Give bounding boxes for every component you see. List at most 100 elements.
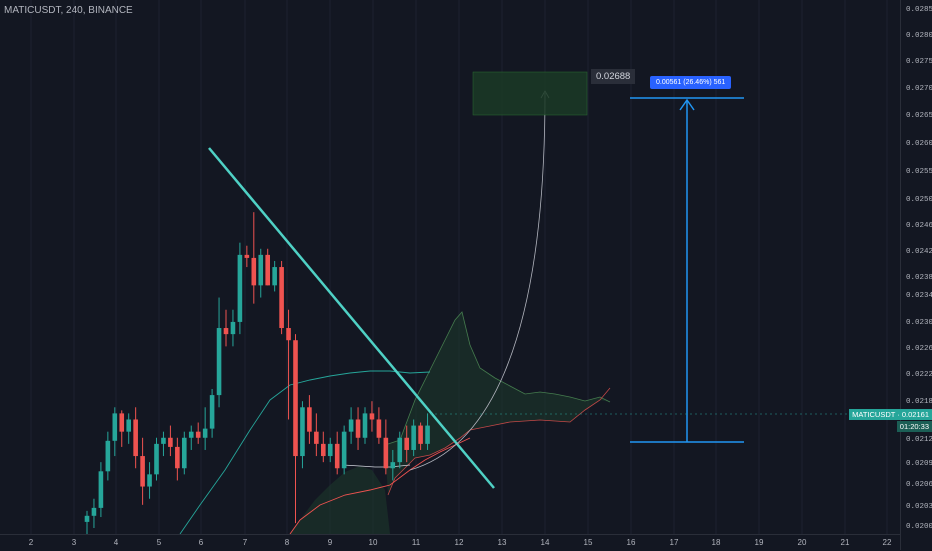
- candle-body: [251, 257, 257, 286]
- candlestick-series: [84, 212, 430, 534]
- candle: [258, 248, 264, 298]
- ichimoku-cloud: [385, 312, 610, 495]
- x-tick-label: 20: [797, 538, 807, 547]
- candle: [216, 297, 222, 408]
- candle: [425, 413, 430, 450]
- candle: [307, 395, 312, 444]
- candle-body: [91, 507, 97, 516]
- candle-body: [209, 395, 215, 429]
- candle: [397, 431, 403, 469]
- candle-body: [279, 267, 284, 329]
- price-chart[interactable]: [0, 0, 900, 534]
- candle-body: [265, 254, 270, 286]
- candle-body: [223, 328, 229, 335]
- measure-arrow-head: [679, 98, 695, 111]
- candle: [300, 401, 305, 469]
- candle-body: [175, 446, 180, 469]
- candle-body: [119, 413, 125, 432]
- candle: [334, 431, 340, 475]
- candle-body: [133, 419, 138, 457]
- candle-body: [154, 443, 159, 475]
- candle: [390, 449, 396, 481]
- candle: [126, 413, 131, 444]
- candle-body: [195, 431, 201, 438]
- x-tick-label: 12: [454, 538, 464, 547]
- candle: [195, 422, 201, 444]
- candle-body: [237, 254, 243, 322]
- chart-canvas[interactable]: MATICUSDT, 240, BINANCE 0.02688 0.00561 …: [0, 0, 900, 534]
- candle: [286, 309, 291, 420]
- x-tick-label: 3: [71, 538, 77, 547]
- x-tick-label: 10: [368, 538, 378, 547]
- candle: [251, 212, 257, 304]
- candle: [327, 437, 333, 463]
- candle-body: [341, 431, 347, 469]
- candle: [237, 242, 243, 335]
- candle: [321, 431, 326, 463]
- candle-body: [397, 437, 403, 463]
- candle-body: [182, 437, 187, 469]
- candle: [418, 422, 423, 450]
- time-axis[interactable]: 2 3 4 5 6 7 8 9 10 11 12 13 14 15 16 17 18 19 20 21 22: [0, 534, 900, 551]
- target-zone[interactable]: [472, 71, 588, 116]
- leading-span-a: [384, 311, 611, 446]
- candle-body: [300, 407, 305, 457]
- candle: [119, 410, 125, 447]
- candle-body: [376, 419, 382, 438]
- projection-arrow-curve[interactable]: [409, 92, 546, 471]
- candle: [244, 245, 250, 268]
- candle-body: [286, 328, 291, 341]
- candle: [404, 425, 409, 463]
- x-tick-label: 14: [540, 538, 550, 547]
- candle: [182, 431, 187, 475]
- x-tick-label: 13: [497, 538, 507, 547]
- base-line: [289, 437, 471, 534]
- conversion-line: [179, 370, 431, 534]
- candle-body: [307, 407, 312, 432]
- candle: [362, 407, 368, 444]
- candle-body: [293, 340, 298, 457]
- x-tick-label: 18: [711, 538, 721, 547]
- grid-lines: [30, 0, 888, 534]
- trendline[interactable]: [208, 147, 495, 489]
- candle-body: [98, 471, 104, 508]
- candle-body: [161, 437, 166, 444]
- candle-body: [425, 425, 430, 444]
- candle-body: [112, 413, 118, 441]
- candle: [105, 431, 111, 481]
- candle-body: [244, 254, 250, 258]
- candle: [376, 407, 382, 444]
- candle: [265, 248, 270, 286]
- candle: [223, 309, 229, 347]
- x-tick-label: 9: [327, 538, 333, 547]
- leading-span-b: [387, 387, 611, 496]
- candle: [98, 462, 104, 518]
- candle: [147, 462, 152, 499]
- candle-body: [334, 443, 340, 469]
- x-tick-label: 6: [198, 538, 204, 547]
- lagging-span: [342, 464, 411, 468]
- candle-body: [348, 419, 354, 432]
- price-tag-value: 0.02161: [901, 410, 929, 419]
- candle: [314, 413, 319, 457]
- candle: [209, 388, 215, 438]
- candle: [168, 425, 173, 457]
- candle-body: [147, 474, 152, 487]
- candle: [188, 425, 194, 450]
- candle: [133, 407, 138, 469]
- candle: [154, 437, 159, 481]
- candle: [230, 309, 236, 347]
